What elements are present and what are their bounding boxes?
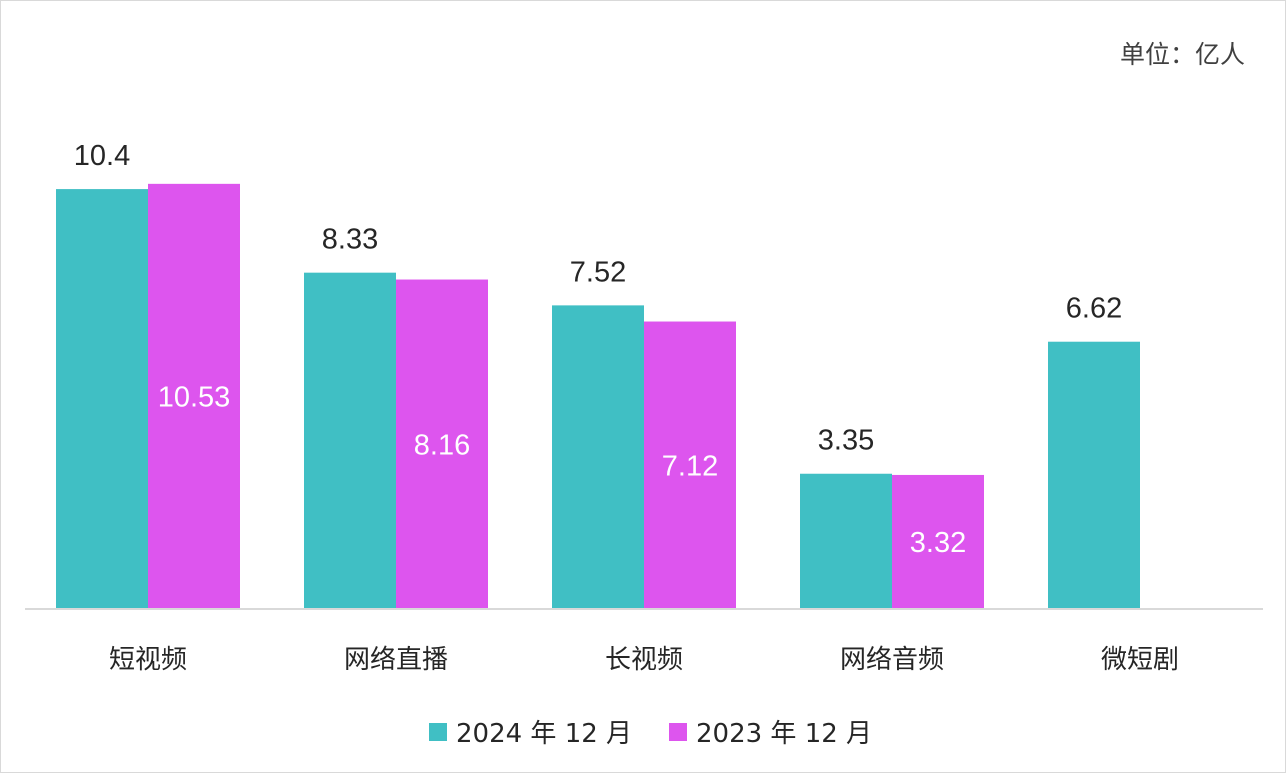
bar-series-2-3 (644, 321, 736, 609)
bar-series-1-5 (1048, 341, 1140, 609)
bar-series-2-2 (396, 279, 488, 609)
legend-swatch-1 (429, 723, 447, 741)
bar-series-2-1 (148, 183, 240, 609)
unit-label: 单位：亿人 (1120, 40, 1245, 69)
data-label-series-1-5: 6.62 (1066, 293, 1122, 325)
bar-series-1-4 (800, 473, 892, 609)
legend: 2024 年 12 月 2023 年 12 月 (429, 719, 872, 749)
data-label-series-1-2: 8.33 (322, 224, 378, 256)
category-label-2: 网络直播 (344, 645, 448, 675)
bar-series-1-1 (56, 189, 148, 610)
bar-series-2-4 (892, 474, 984, 609)
data-label-series-2-1: 10.53 (158, 381, 231, 413)
data-labels-group: 10.4 10.53 8.33 8.16 7.52 7.12 3.35 3.32 6.62 (74, 140, 1122, 559)
category-label-3: 长视频 (605, 645, 683, 675)
data-label-series-2-4: 3.32 (910, 527, 966, 559)
data-label-series-1-1: 10.4 (74, 140, 130, 172)
category-labels-group: 短视频 网络直播 长视频 网络音频 微短剧 (109, 645, 1179, 675)
data-label-series-2-3: 7.12 (662, 450, 718, 482)
legend-swatch-2 (669, 723, 687, 741)
legend-label-1: 2024 年 12 月 (456, 719, 632, 749)
data-label-series-1-4: 3.35 (818, 425, 874, 457)
bars-group (56, 183, 1140, 610)
bar-series-1-3 (552, 305, 644, 609)
category-label-1: 短视频 (109, 645, 187, 675)
category-label-4: 网络音频 (840, 645, 944, 675)
data-label-series-2-2: 8.16 (414, 429, 470, 461)
legend-label-2: 2023 年 12 月 (696, 719, 872, 749)
data-label-series-1-3: 7.52 (570, 256, 626, 288)
bar-series-1-2 (304, 272, 396, 609)
category-label-5: 微短剧 (1101, 645, 1179, 675)
